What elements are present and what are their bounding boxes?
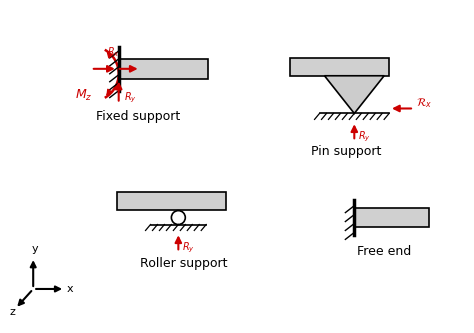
Text: $R_y$: $R_y$ [182, 241, 195, 255]
Text: y: y [31, 244, 38, 254]
Text: $\mathcal{R}_x$: $\mathcal{R}_x$ [416, 97, 432, 110]
Text: $R_y$: $R_y$ [358, 130, 371, 144]
Text: x: x [67, 284, 73, 294]
Polygon shape [325, 76, 384, 114]
Text: Roller support: Roller support [139, 257, 227, 270]
Bar [354, 208, 429, 227]
Text: Pin support: Pin support [311, 145, 382, 158]
Text: z: z [9, 307, 15, 317]
Text: $R_x$: $R_x$ [107, 45, 120, 59]
Text: $M_z$: $M_z$ [75, 88, 92, 103]
Bar [117, 192, 226, 210]
Text: $R_y$: $R_y$ [124, 91, 137, 105]
Circle shape [172, 211, 185, 224]
Bar [118, 59, 208, 79]
Text: Fixed support: Fixed support [96, 110, 181, 124]
Bar [290, 58, 389, 76]
Text: Free end: Free end [357, 245, 411, 258]
